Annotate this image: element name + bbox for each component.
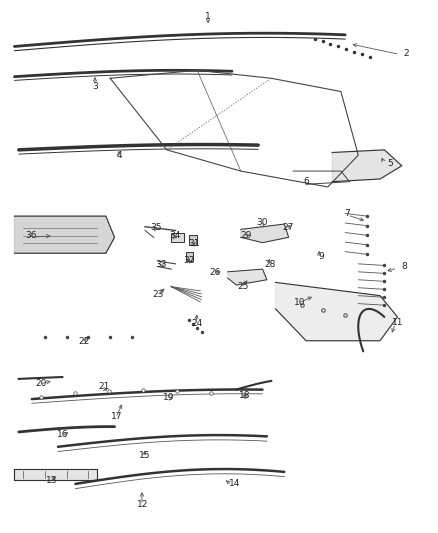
Polygon shape (228, 269, 267, 285)
Text: 23: 23 (152, 289, 164, 298)
Text: 10: 10 (294, 298, 305, 307)
Text: 12: 12 (137, 499, 148, 508)
Text: 30: 30 (257, 218, 268, 227)
Text: 19: 19 (163, 393, 175, 402)
Text: 25: 25 (237, 281, 249, 290)
Text: 33: 33 (155, 261, 167, 269)
Text: 14: 14 (229, 479, 240, 488)
Text: 27: 27 (282, 223, 293, 232)
Text: 26: 26 (209, 268, 220, 277)
Text: 31: 31 (188, 239, 200, 248)
Text: 2: 2 (403, 49, 409, 58)
Text: 4: 4 (116, 151, 122, 160)
Text: 13: 13 (46, 476, 57, 485)
Text: 32: 32 (184, 256, 195, 265)
Text: 16: 16 (57, 430, 68, 439)
Text: 7: 7 (345, 209, 350, 218)
Text: 8: 8 (401, 262, 407, 271)
Text: 34: 34 (169, 231, 180, 240)
Text: 11: 11 (392, 318, 403, 327)
Text: 36: 36 (25, 231, 37, 240)
Text: 15: 15 (139, 451, 151, 461)
Text: 17: 17 (111, 411, 123, 421)
Polygon shape (332, 150, 402, 182)
Polygon shape (14, 469, 97, 480)
Text: 18: 18 (239, 391, 250, 400)
Polygon shape (276, 282, 397, 341)
Bar (171, 232, 184, 242)
Text: 22: 22 (78, 337, 90, 346)
Bar (186, 252, 193, 261)
Polygon shape (241, 224, 289, 243)
Text: 28: 28 (265, 261, 276, 269)
Text: 5: 5 (387, 159, 393, 167)
Text: 6: 6 (303, 177, 309, 186)
Text: 24: 24 (191, 319, 203, 328)
Text: 35: 35 (150, 223, 162, 232)
Text: 29: 29 (240, 231, 252, 240)
Polygon shape (14, 216, 115, 253)
Text: 3: 3 (92, 82, 98, 91)
Text: 1: 1 (205, 12, 211, 21)
Text: 20: 20 (35, 378, 46, 387)
Bar (188, 235, 197, 245)
Text: 9: 9 (318, 253, 324, 262)
Text: 21: 21 (98, 382, 110, 391)
